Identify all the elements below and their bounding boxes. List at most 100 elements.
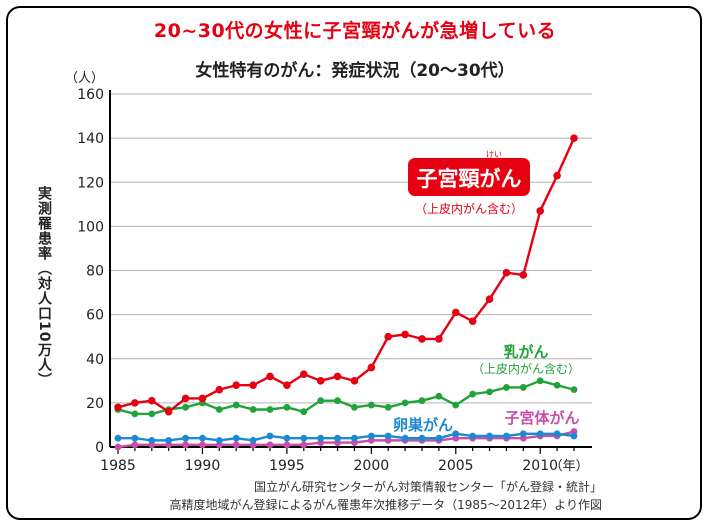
uterine-body-label: 子宮体がん	[504, 409, 579, 427]
data-point-breast	[570, 386, 578, 394]
y-unit-label: （人）	[65, 71, 104, 86]
x-tick-label: 2005	[438, 458, 474, 474]
data-point-ovarian	[148, 436, 156, 444]
headline: 20~30代の女性に子宮頸がんが急増している	[153, 20, 557, 42]
data-point-cervical	[367, 363, 376, 372]
y-tick-label: 40	[86, 352, 104, 368]
data-point-breast	[401, 399, 409, 407]
data-point-uterine_body	[266, 441, 274, 449]
data-point-breast	[334, 397, 341, 405]
data-point-cervical	[435, 335, 443, 343]
data-point-ovarian	[418, 434, 426, 442]
data-point-breast	[300, 408, 308, 416]
data-point-breast	[266, 406, 274, 413]
cervical-label: 子宮頸がん	[417, 167, 522, 191]
data-point-cervical	[266, 372, 274, 381]
data-point-uterine_body	[131, 441, 139, 449]
breast-note: （上皮内がん含む）	[472, 361, 580, 376]
data-point-cervical	[418, 335, 426, 343]
ovarian-label: 卵巣がん	[393, 416, 453, 434]
data-point-ovarian	[249, 436, 257, 444]
data-point-cervical	[553, 171, 561, 180]
data-point-ovarian	[232, 434, 240, 442]
chart-frame	[6, 6, 702, 520]
data-point-ovarian	[452, 430, 460, 438]
data-point-ovarian	[553, 430, 561, 438]
data-point-breast	[452, 401, 460, 409]
source-line-2: 高精度地域がん登録によるがん罹患年次推移データ（1985〜2012年）より作図	[169, 498, 602, 512]
data-point-cervical	[232, 381, 241, 390]
x-tick-label: 1995	[269, 458, 305, 474]
data-point-ovarian	[199, 434, 206, 442]
data-point-cervical	[401, 330, 409, 339]
data-point-breast	[536, 377, 544, 385]
y-tick-label: 0	[95, 440, 104, 456]
data-point-cervical	[333, 372, 342, 381]
data-point-uterine_body	[114, 443, 122, 451]
y-tick-label: 140	[77, 131, 104, 147]
data-point-breast	[503, 384, 510, 391]
x-unit-label: （年）	[550, 459, 589, 474]
series-line-ovarian	[118, 432, 575, 442]
data-point-cervical	[468, 317, 477, 326]
data-point-breast	[418, 397, 426, 405]
y-tick-label: 160	[77, 87, 104, 103]
data-point-uterine_body	[199, 441, 206, 449]
data-point-breast	[232, 401, 240, 409]
data-point-cervical	[283, 381, 291, 390]
y-tick-label: 60	[86, 308, 104, 324]
y-tick-label: 20	[86, 396, 104, 412]
data-point-uterine_body	[283, 441, 291, 449]
data-point-ovarian	[300, 434, 308, 442]
data-point-cervical	[536, 207, 545, 215]
source-line-1: 国立がん研究センターがん対策情報センター「がん登録・統計」	[253, 480, 602, 494]
data-point-cervical	[299, 370, 308, 378]
data-point-ovarian	[114, 434, 122, 442]
data-point-ovarian	[215, 436, 223, 444]
data-point-uterine_body	[182, 441, 189, 449]
data-point-cervical	[131, 399, 139, 407]
data-point-ovarian	[131, 434, 139, 442]
data-point-cervical	[215, 385, 224, 394]
data-point-ovarian	[351, 434, 358, 442]
series-line-cervical	[117, 137, 576, 413]
data-point-breast	[148, 410, 156, 418]
data-point-cervical	[249, 381, 257, 390]
data-point-cervical	[570, 134, 578, 142]
gridlines	[110, 93, 592, 404]
data-point-ovarian	[570, 432, 578, 440]
data-point-cervical	[502, 268, 511, 277]
x-tick-label: 1985	[100, 458, 136, 474]
data-point-ovarian	[367, 432, 375, 440]
data-point-breast	[367, 401, 375, 409]
x-tick-label: 2000	[354, 458, 390, 474]
data-point-ovarian	[317, 434, 325, 442]
x-tick-label: 1990	[185, 458, 221, 474]
x-tick-label: 2010	[522, 458, 558, 474]
data-point-ovarian	[165, 436, 173, 444]
data-point-cervical	[164, 407, 173, 416]
data-point-cervical	[485, 295, 494, 303]
y-axis-label: 実測罹患率（対人口10万人）	[36, 186, 52, 388]
data-point-ovarian	[519, 430, 527, 438]
data-point-ovarian	[182, 434, 189, 442]
data-point-breast	[249, 406, 257, 413]
data-point-cervical	[114, 403, 122, 412]
data-point-uterine_body	[232, 441, 240, 449]
data-point-breast	[519, 384, 527, 391]
series-lines	[114, 134, 578, 451]
data-point-ovarian	[486, 432, 493, 440]
data-point-cervical	[198, 394, 207, 403]
y-tick-label: 100	[77, 219, 104, 235]
series-line-breast	[117, 379, 575, 416]
cervical-label-box	[408, 158, 530, 196]
data-point-cervical	[350, 377, 359, 385]
data-point-cervical	[181, 394, 190, 403]
data-point-ovarian	[469, 432, 477, 440]
data-point-cervical	[451, 308, 460, 317]
data-point-ovarian	[384, 432, 392, 440]
cervical-ruby: けい	[486, 150, 502, 159]
data-point-breast	[182, 403, 189, 411]
